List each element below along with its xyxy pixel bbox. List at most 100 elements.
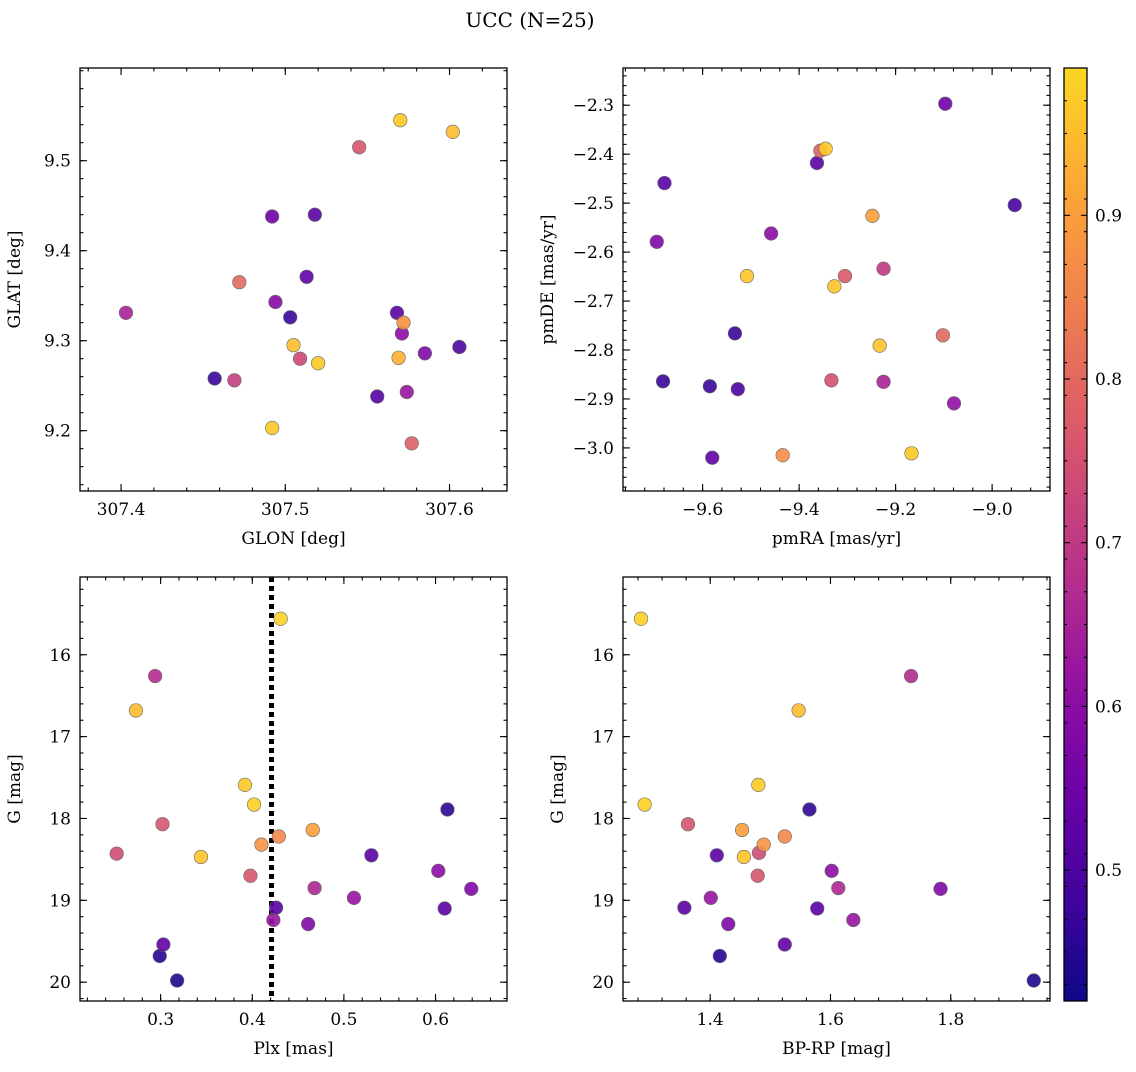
scatter-point <box>268 294 283 310</box>
y-tick-label: −3.0 <box>573 439 614 459</box>
x-axis-label: Plx [mas] <box>253 1039 333 1059</box>
y-tick-label: −2.3 <box>573 96 614 116</box>
scatter-point <box>827 279 842 294</box>
scatter-point <box>299 269 314 284</box>
y-axis-label: G [mag] <box>5 754 25 823</box>
scatter-point <box>824 373 839 388</box>
figure-title: UCC (N=25) <box>465 8 594 32</box>
x-tick-label: 1.4 <box>697 1010 724 1030</box>
y-tick-label: −2.4 <box>573 145 614 165</box>
scatter-point <box>831 880 846 896</box>
scatter-point <box>721 916 736 932</box>
scatter-point <box>633 611 649 626</box>
scatter-point <box>756 837 771 852</box>
y-tick-label: −2.8 <box>573 341 614 361</box>
y-axis-label: G [mag] <box>548 754 568 823</box>
scatter-point <box>777 937 792 952</box>
panel-pmra-pmde: −9.6 −9.4 −9.2 −9.0 −3.0 −2.9 −2.8 −2.7 −2.6 −2.5… <box>538 67 1051 549</box>
scatter-point <box>440 802 455 817</box>
y-tick-label: 20 <box>592 973 614 993</box>
scatter-point <box>709 848 724 863</box>
scatter-point <box>265 420 280 436</box>
scatter-point <box>148 668 163 684</box>
colorbar-frame <box>1063 67 1088 1002</box>
scatter-point <box>777 829 792 844</box>
scatter-point <box>649 234 664 249</box>
y-tick-label: 17 <box>49 728 71 748</box>
y-axis-label: GLAT [deg] <box>5 230 25 328</box>
colorbar-tick-label: 0.6 <box>1095 697 1122 717</box>
y-tick-label: 9.4 <box>44 242 71 262</box>
x-tick-label: 0.5 <box>330 1010 357 1030</box>
scatter-point <box>712 948 727 964</box>
scatter-point <box>237 777 253 793</box>
y-tick-label: 9.2 <box>44 422 71 442</box>
x-tick-label: 0.4 <box>239 1010 266 1030</box>
y-tick-label: 16 <box>49 646 71 666</box>
axes-frame <box>79 576 508 1002</box>
scatter-point <box>292 351 308 366</box>
scatter-point <box>727 326 743 341</box>
points-bprp-g <box>633 611 1041 988</box>
x-tick-label: −9.0 <box>971 500 1012 520</box>
scatter-point <box>809 155 825 171</box>
x-axis-label: GLON [deg] <box>241 529 345 549</box>
scatter-point <box>657 175 672 191</box>
scatter-point <box>352 140 367 155</box>
scatter-point <box>268 900 284 915</box>
x-tick-label: 307.4 <box>97 500 146 520</box>
scatter-point <box>946 396 962 411</box>
scatter-point <box>301 916 316 932</box>
scatter-point <box>736 849 751 865</box>
scatter-point <box>705 450 720 465</box>
scatter-point <box>109 846 124 861</box>
scatter-point <box>389 305 405 320</box>
scatter-point <box>938 96 953 111</box>
scatter-point <box>243 868 258 883</box>
x-tick-label: 307.6 <box>425 500 474 520</box>
x-tick-label: −9.4 <box>778 500 819 520</box>
scatter-point <box>307 880 322 896</box>
scatter-point <box>802 802 817 817</box>
scatter-point <box>935 328 950 343</box>
scatter-point <box>193 849 209 865</box>
scatter-point <box>156 937 171 952</box>
colorbar-tick-label: 0.8 <box>1095 370 1122 390</box>
scatter-point <box>404 436 419 451</box>
scatter-point <box>933 881 948 896</box>
panel-glon-glat: 307.4 307.5 307.6 9.2 9.3 9.4 9.5 GLON [deg] GLA… <box>5 67 508 549</box>
scatter-point <box>750 868 765 883</box>
points-pmra-pmde <box>649 96 1022 465</box>
panel-bprp-g: 1.4 1.6 1.8 16 17 18 19 20 BP-RP [mag] G [mag] <box>548 576 1051 1059</box>
scatter-point <box>764 226 779 241</box>
scatter-point <box>266 912 281 928</box>
scatter-point <box>734 822 750 838</box>
scatter-point <box>445 124 460 139</box>
colorbar-gradient <box>1064 68 1087 1001</box>
scatter-point <box>637 797 652 812</box>
scatter-point <box>904 446 919 461</box>
scatter-point <box>155 817 170 832</box>
scatter-point <box>305 822 320 838</box>
panel-plx-g: 0.3 0.4 0.5 0.6 16 17 18 19 20 Plx [mas] G [mag] <box>5 576 508 1059</box>
scatter-point <box>702 379 717 394</box>
axes-frame <box>622 67 1051 492</box>
scatter-point <box>865 208 880 223</box>
x-tick-label: 1.6 <box>817 1010 844 1030</box>
y-axis-label: pmDE [mas/yr] <box>538 214 558 344</box>
scatter-point <box>791 703 806 718</box>
x-tick-label: 307.5 <box>261 500 310 520</box>
colorbar-tick-label: 0.5 <box>1095 861 1122 881</box>
scatter-point <box>393 113 408 128</box>
scatter-point <box>837 268 853 284</box>
scatter-point <box>775 448 790 463</box>
colorbar-tick-label: 0.7 <box>1095 534 1122 554</box>
x-tick-label: 0.6 <box>422 1010 449 1030</box>
scatter-point <box>876 374 891 389</box>
scatter-point <box>246 797 262 812</box>
y-tick-label: 20 <box>49 973 71 993</box>
y-tick-label: −2.5 <box>573 194 614 214</box>
scatter-point <box>128 703 143 718</box>
scatter-point <box>254 837 269 852</box>
x-tick-label: −9.2 <box>875 500 916 520</box>
